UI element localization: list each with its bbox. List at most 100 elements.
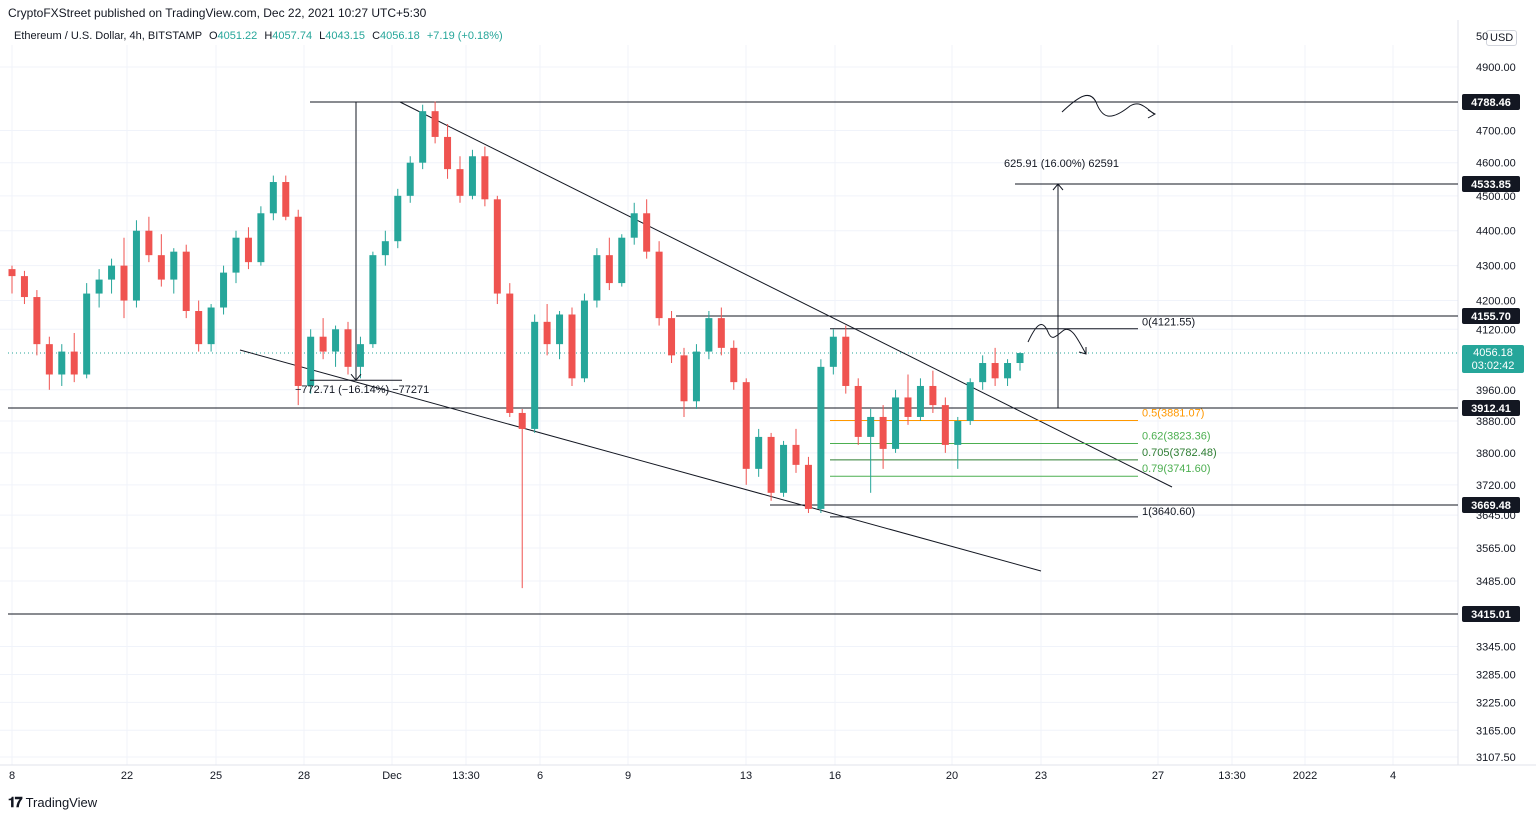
candle-body	[792, 444, 800, 465]
projection-arrowhead-mid	[1078, 347, 1087, 355]
candle-body	[867, 416, 875, 437]
candle-body	[145, 230, 153, 256]
y-tick-label: 3880.00	[1476, 416, 1516, 428]
y-tick-label: 4700.00	[1476, 125, 1516, 137]
candle-body	[120, 265, 128, 301]
price-tag-label: 3415.01	[1471, 609, 1511, 621]
y-tick-label: 3225.00	[1476, 697, 1516, 709]
measure-down-label: −772.71 (−16.14%) −77271	[295, 384, 429, 396]
low-value: 4043.15	[325, 30, 366, 42]
candle-body	[20, 276, 28, 298]
y-tick-label: 3565.00	[1476, 543, 1516, 555]
y-tick-label: 4600.00	[1476, 158, 1516, 170]
y-tick-label: 3285.00	[1476, 669, 1516, 681]
candle-body	[767, 436, 775, 493]
x-tick-label: Dec	[382, 770, 402, 782]
change-value: +7.19 (+0.18%)	[426, 30, 503, 42]
price-tag-bg	[1462, 497, 1520, 513]
open-value: 4051.22	[217, 30, 258, 42]
measure-up-label: 625.91 (16.00%) 62591	[1004, 158, 1119, 170]
candle-body	[456, 169, 464, 196]
candle-body	[568, 314, 576, 379]
candle-body	[132, 230, 140, 301]
candle-body	[668, 318, 676, 356]
y-tick-label: 4400.00	[1476, 226, 1516, 238]
candle-body	[979, 363, 987, 383]
candle-body	[58, 351, 66, 375]
price-tag-label: 4788.46	[1471, 97, 1511, 109]
publisher-caption: CryptoFXStreet published on TradingView.…	[8, 6, 427, 20]
candle-body	[1016, 353, 1024, 364]
candle-body	[817, 366, 825, 509]
candle-body	[269, 182, 277, 214]
candle-body	[431, 111, 439, 137]
fib-label: 0.62(3823.36)	[1142, 431, 1211, 443]
candle-body	[419, 111, 427, 163]
candle-body	[680, 355, 688, 402]
candle-body	[170, 251, 178, 280]
candle-body	[904, 397, 912, 417]
candle-body	[717, 318, 725, 348]
candle-body	[829, 336, 837, 367]
measure-up-arrowhead	[1052, 183, 1064, 191]
candle-body	[655, 251, 663, 319]
candle-body	[804, 464, 812, 509]
x-tick-label: 4	[1390, 770, 1396, 782]
candle-body	[780, 444, 788, 493]
candle-body	[929, 385, 937, 406]
x-tick-label: 13:30	[452, 770, 480, 782]
candle-body	[854, 385, 862, 437]
candle-body	[506, 293, 514, 413]
candle-body	[954, 420, 962, 445]
price-tag-label: 3669.48	[1471, 500, 1511, 512]
candle-body	[493, 199, 501, 294]
y-tick-label: 3645.00	[1476, 510, 1516, 522]
candle-body	[220, 272, 228, 308]
x-tick-label: 25	[210, 770, 222, 782]
candle-body	[83, 293, 91, 375]
x-tick-label: 9	[625, 770, 631, 782]
candle-body	[605, 255, 613, 284]
price-tag-bg	[1462, 308, 1520, 324]
fib-label: 1(3640.60)	[1142, 506, 1195, 518]
x-tick-label: 16	[829, 770, 841, 782]
y-tick-label: 3107.50	[1476, 752, 1516, 764]
candle-body	[207, 307, 215, 345]
current-price-label: 4056.18	[1473, 347, 1513, 359]
candle-body	[468, 156, 476, 196]
price-tag-bg	[1462, 94, 1520, 110]
candle-body	[406, 162, 414, 196]
candle-body	[879, 416, 887, 449]
candle-body	[282, 182, 290, 217]
candle-body	[742, 382, 750, 469]
y-tick-label: 4120.00	[1476, 324, 1516, 336]
candle-body	[481, 156, 489, 200]
lower-trendline	[239, 349, 1042, 572]
candle-body	[991, 363, 999, 379]
x-tick-label: 22	[121, 770, 133, 782]
x-tick-label: 28	[298, 770, 310, 782]
y-tick-label: 3800.00	[1476, 448, 1516, 460]
footer-brand: 𝟏𝟕 TradingView	[8, 794, 97, 811]
candle-body	[916, 385, 924, 417]
price-tag-label: 4155.70	[1471, 311, 1511, 323]
brand-name: TradingView	[25, 795, 98, 810]
candle-body	[892, 397, 900, 449]
fib-label: 0.5(3881.07)	[1142, 408, 1204, 420]
x-tick-label: 6	[537, 770, 543, 782]
candle-body	[70, 351, 78, 375]
fib-label: 0.705(3782.48)	[1142, 447, 1217, 459]
candle-body	[369, 255, 377, 345]
candle-body	[518, 412, 526, 429]
currency-button[interactable]: USD	[1486, 30, 1518, 46]
high-value: 4057.74	[272, 30, 313, 42]
price-tag-bg	[1462, 400, 1520, 416]
candle-body	[108, 265, 116, 280]
y-tick-label: 4500.00	[1476, 191, 1516, 203]
countdown-label: 03:02:42	[1472, 360, 1515, 372]
y-tick-label: 3720.00	[1476, 480, 1516, 492]
y-tick-label: 3165.00	[1476, 725, 1516, 737]
candle-body	[332, 329, 340, 352]
candle-body	[232, 237, 240, 273]
